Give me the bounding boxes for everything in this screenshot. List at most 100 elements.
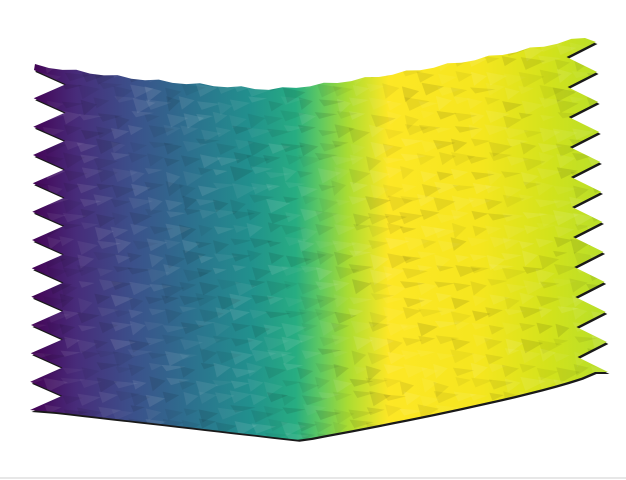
- surface-facet: [538, 143, 563, 153]
- surface-facet: [574, 224, 591, 231]
- surface-facet: [64, 169, 88, 182]
- surface-facet: [349, 250, 372, 257]
- surface-facet: [247, 113, 266, 129]
- surface-facet: [213, 321, 231, 337]
- surface-facet: [553, 236, 573, 248]
- surface-facet: [145, 394, 166, 408]
- surface-facet: [349, 181, 369, 193]
- surface-facet: [94, 54, 110, 68]
- surface-facet: [248, 449, 272, 457]
- surface-facet: [63, 124, 83, 136]
- surface-facet: [110, 128, 130, 140]
- surface-facet: [522, 45, 544, 62]
- surface-facet: [149, 376, 166, 392]
- surface-facet: [77, 240, 99, 256]
- surface-facet: [30, 364, 47, 376]
- surface-facet: [316, 294, 337, 309]
- surface-facet: [97, 267, 114, 277]
- surface-facet: [30, 433, 54, 440]
- surface-facet: [144, 208, 164, 216]
- surface-facet: [129, 142, 148, 153]
- surface-facet: [79, 198, 102, 207]
- surface-facet: [538, 306, 553, 318]
- surface-facet: [454, 112, 477, 122]
- surface-facet: [181, 84, 206, 96]
- surface-facet: [96, 362, 120, 371]
- surface-facet: [399, 381, 415, 396]
- surface-facet: [349, 419, 374, 429]
- surface-facet: [554, 59, 571, 71]
- surface-facet: [164, 408, 184, 421]
- surface-facet: [403, 436, 427, 440]
- surface-facet: [248, 96, 268, 103]
- surface-facet: [556, 99, 579, 114]
- surface-facet: [146, 452, 172, 466]
- surface-facet: [365, 377, 388, 387]
- surface-facet: [97, 240, 122, 249]
- surface-facet: [110, 294, 134, 307]
- surface-facet: [484, 337, 503, 350]
- surface-facet: [301, 250, 327, 266]
- surface-facet: [62, 213, 88, 223]
- surface-facet: [352, 213, 372, 227]
- surface-facet: [573, 212, 594, 227]
- surface-facet: [249, 237, 274, 248]
- surface-facet: [59, 293, 75, 308]
- surface-facet: [147, 434, 162, 440]
- surface-facet: [434, 432, 451, 440]
- surface-facet: [436, 353, 456, 361]
- surface-facet: [437, 43, 455, 54]
- surface-facet: [93, 157, 119, 170]
- surface-facet: [44, 404, 62, 414]
- surface-facet: [178, 96, 195, 110]
- surface-facet: [149, 226, 174, 235]
- surface-facet: [488, 363, 507, 373]
- surface-facet: [282, 166, 297, 182]
- surface-facet: [284, 182, 306, 189]
- surface-facet: [93, 251, 119, 261]
- surface-facet: [402, 40, 422, 48]
- surface-facet: [589, 254, 608, 267]
- surface-facet: [131, 434, 154, 440]
- surface-facet: [555, 323, 570, 338]
- surface-facet: [451, 297, 471, 310]
- surface-facet: [571, 71, 594, 79]
- surface-facet: [112, 168, 138, 183]
- surface-facet: [163, 264, 181, 276]
- surface-facet: [314, 112, 338, 119]
- surface-facet: [591, 433, 608, 440]
- surface-facet: [229, 390, 252, 404]
- surface-facet: [331, 140, 349, 148]
- surface-facet: [437, 240, 462, 253]
- surface-facet: [144, 86, 162, 102]
- surface-facet: [502, 213, 525, 222]
- surface-sheet: [30, 38, 608, 440]
- surface-facet: [366, 407, 385, 416]
- surface-facet: [468, 197, 492, 208]
- surface-facet: [199, 348, 218, 363]
- surface-facet: [404, 124, 429, 136]
- surface-facet: [214, 392, 235, 404]
- surface-facet: [297, 240, 315, 253]
- surface-facet: [455, 254, 470, 263]
- surface-facet: [212, 70, 227, 83]
- surface-facet: [263, 336, 290, 351]
- surface-facet: [539, 69, 562, 85]
- surface-facet: [556, 153, 576, 169]
- surface-facet: [484, 124, 510, 136]
- surface-facet: [43, 446, 66, 453]
- surface-facet: [79, 378, 102, 388]
- surface-facet: [178, 183, 196, 199]
- surface-facet: [197, 185, 220, 197]
- surface-facet: [434, 126, 452, 133]
- surface-facet: [520, 349, 542, 364]
- surface-facet: [132, 379, 147, 390]
- surface-facet: [200, 448, 219, 454]
- surface-facet: [416, 153, 436, 166]
- surface-facet: [555, 408, 573, 423]
- surface-facet: [488, 324, 505, 335]
- surface-facet: [370, 254, 390, 271]
- surface-facet: [316, 250, 335, 265]
- surface-facet: [402, 337, 423, 346]
- surface-facet: [385, 404, 402, 417]
